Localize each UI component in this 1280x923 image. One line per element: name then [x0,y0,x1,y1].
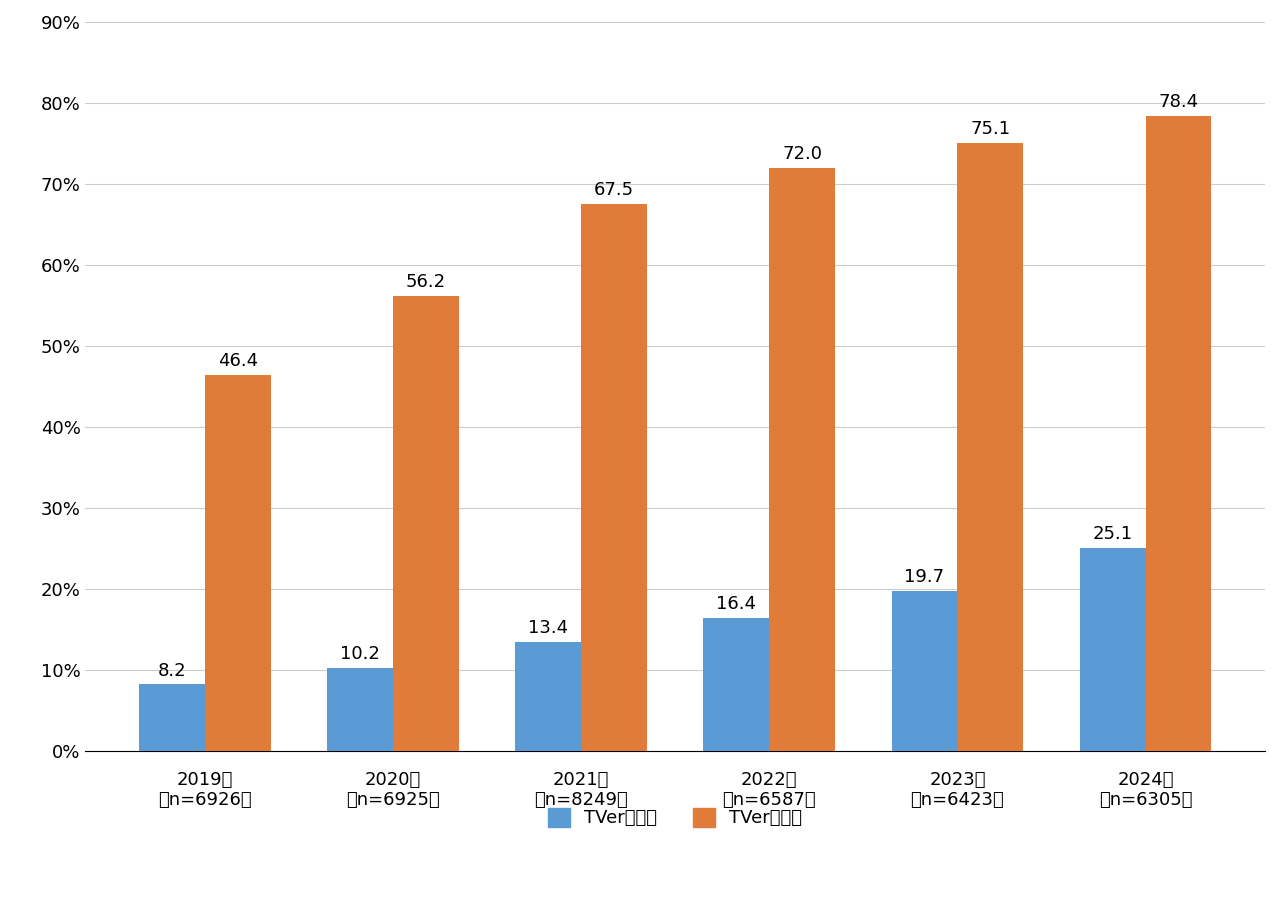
Text: 2024年: 2024年 [1117,771,1174,789]
Text: 8.2: 8.2 [157,662,186,679]
Text: 75.1: 75.1 [970,120,1010,138]
Bar [516,642,581,750]
Text: 19.7: 19.7 [905,569,945,586]
Text: 16.4: 16.4 [717,595,756,613]
Text: （n=6305）: （n=6305） [1098,791,1192,809]
Text: 2022年: 2022年 [741,771,797,789]
Text: （n=6587）: （n=6587） [722,791,817,809]
Bar [957,143,1023,750]
Bar [769,168,835,750]
Text: 56.2: 56.2 [406,273,445,291]
Bar [328,668,393,750]
Text: 72.0: 72.0 [782,145,822,162]
Text: 10.2: 10.2 [340,645,380,664]
Legend: TVer利用率, TVer認知率: TVer利用率, TVer認知率 [539,799,812,836]
Text: 25.1: 25.1 [1093,524,1133,543]
Text: 78.4: 78.4 [1158,93,1198,111]
Bar [205,375,270,750]
Bar [892,592,957,750]
Text: 46.4: 46.4 [218,353,257,370]
Text: （n=6926）: （n=6926） [157,791,252,809]
Text: （n=6925）: （n=6925） [346,791,440,809]
Bar [1146,116,1211,750]
Bar [704,618,769,750]
Text: 13.4: 13.4 [529,619,568,638]
Text: 2021年: 2021年 [553,771,609,789]
Bar [393,295,458,750]
Text: 2023年: 2023年 [929,771,986,789]
Bar [581,204,646,750]
Bar [140,684,205,750]
Text: （n=6423）: （n=6423） [910,791,1005,809]
Text: 2020年: 2020年 [365,771,421,789]
Text: 67.5: 67.5 [594,181,634,199]
Text: （n=8249）: （n=8249） [534,791,628,809]
Bar [1079,547,1146,750]
Text: 2019年: 2019年 [177,771,233,789]
